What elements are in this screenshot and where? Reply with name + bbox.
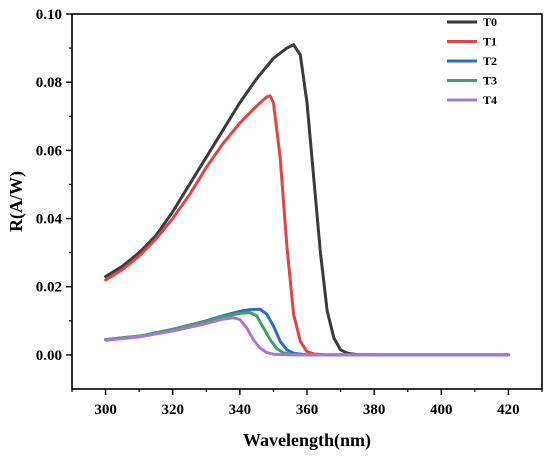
series-layer xyxy=(104,43,510,357)
series-line-t1 xyxy=(104,94,510,357)
plot-frame xyxy=(71,13,543,390)
x-axis-title: Wavelength(nm) xyxy=(243,430,371,451)
y-tick-label: 0.00 xyxy=(36,348,62,364)
x-tick-label: 300 xyxy=(94,402,117,418)
y-axis-title: R(A/W) xyxy=(6,171,27,232)
y-tick-label: 0.04 xyxy=(36,212,63,228)
y-tick-label: 0.02 xyxy=(36,280,62,296)
legend: T0 T1 T2 T3 T4 xyxy=(447,15,497,107)
x-tick-label: 340 xyxy=(229,402,252,418)
legend-label-t2: T2 xyxy=(483,54,497,68)
series-line-t0 xyxy=(104,43,510,357)
series-line-t4 xyxy=(104,316,510,357)
y-tick-label: 0.06 xyxy=(36,143,63,159)
legend-label-t3: T3 xyxy=(483,74,497,88)
series-line-t3 xyxy=(104,311,510,357)
x-tick-label: 360 xyxy=(296,402,319,418)
y-tick-label: 0.10 xyxy=(36,7,62,23)
x-tick-label: 420 xyxy=(497,402,520,418)
y-tick-label: 0.08 xyxy=(36,75,62,91)
legend-label-t1: T1 xyxy=(483,35,497,49)
legend-label-t4: T4 xyxy=(483,93,497,107)
legend-label-t0: T0 xyxy=(483,15,497,29)
x-tick-label: 400 xyxy=(430,402,453,418)
x-tick-label: 380 xyxy=(363,402,386,418)
x-tick-label: 320 xyxy=(161,402,184,418)
